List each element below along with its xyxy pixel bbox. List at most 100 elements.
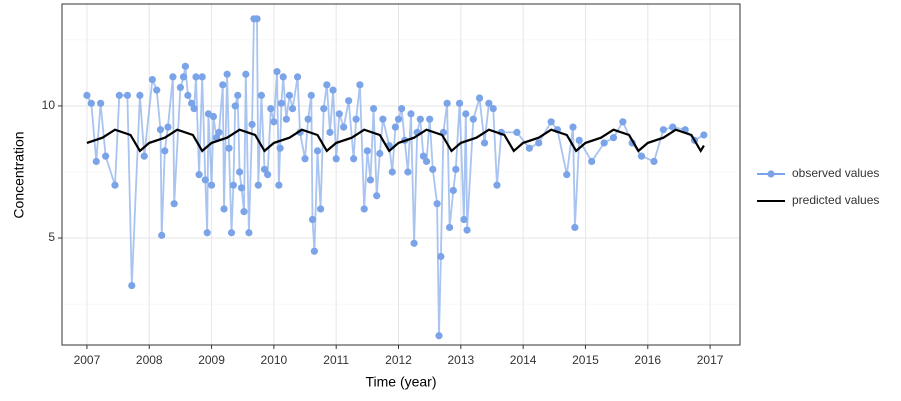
data-point (170, 200, 178, 208)
data-point (192, 73, 200, 81)
x-tick-label: 2014 (510, 353, 537, 367)
data-point (443, 99, 451, 107)
data-point (435, 332, 443, 340)
data-point (198, 73, 206, 81)
data-point (310, 247, 318, 255)
data-point (575, 136, 583, 144)
data-point (293, 73, 302, 81)
data-point (225, 144, 233, 152)
data-point (360, 205, 368, 213)
data-point (369, 104, 378, 113)
data-point (288, 104, 297, 113)
data-point (363, 147, 371, 155)
x-tick-label: 2011 (323, 353, 349, 367)
data-point (407, 110, 415, 118)
x-axis-title: Time (year) (365, 374, 436, 390)
data-point (209, 112, 218, 121)
data-point (273, 68, 281, 76)
data-point (637, 152, 646, 160)
data-point (379, 115, 387, 123)
data-point (253, 15, 261, 23)
data-point (366, 176, 375, 184)
data-point (469, 115, 477, 123)
data-point (416, 115, 424, 123)
y-tick-label: 10 (42, 98, 56, 112)
data-point (267, 104, 275, 113)
data-point (229, 181, 237, 189)
data-point (164, 123, 172, 131)
data-point (227, 229, 236, 237)
x-tick-label: 2009 (198, 353, 225, 367)
data-point (493, 181, 501, 189)
data-point (394, 115, 403, 123)
plot-border (61, 3, 741, 346)
data-point (248, 120, 256, 129)
data-point (220, 205, 228, 213)
data-point (460, 215, 468, 224)
data-point (161, 147, 169, 155)
data-point (140, 152, 148, 160)
x-tick-label: 2016 (634, 353, 661, 367)
data-point (485, 99, 493, 107)
data-point (148, 75, 156, 84)
data-point (111, 181, 119, 189)
data-point (207, 181, 216, 189)
data-point (329, 86, 337, 94)
data-point (669, 123, 677, 131)
predicted-line (86, 128, 705, 154)
data-point (136, 91, 144, 99)
data-point (307, 91, 315, 99)
data-point (158, 231, 166, 239)
data-point (223, 70, 231, 78)
data-point (215, 128, 223, 136)
data-point (231, 102, 239, 110)
data-point (659, 126, 667, 134)
legend-label: observed values (792, 166, 879, 180)
data-point (234, 91, 242, 99)
data-point (156, 126, 165, 134)
data-point (446, 223, 454, 232)
data-point (245, 229, 253, 237)
x-tick-label: 2010 (261, 353, 288, 367)
data-point (535, 139, 543, 147)
data-point (419, 152, 428, 160)
data-point (97, 99, 105, 107)
data-point (92, 157, 100, 166)
data-point (525, 144, 533, 152)
data-point (270, 118, 278, 126)
data-point (323, 81, 331, 89)
data-point (219, 81, 227, 89)
data-point (345, 97, 353, 105)
data-point (184, 91, 192, 99)
data-point (563, 171, 571, 179)
data-point (462, 110, 470, 118)
data-point (275, 181, 283, 189)
y-tick-label: 5 (48, 230, 55, 244)
data-point (398, 104, 406, 113)
data-point (279, 73, 287, 81)
data-point (317, 205, 325, 213)
data-point (254, 181, 262, 189)
x-tick-label: 2017 (697, 353, 724, 367)
data-point (195, 171, 203, 179)
data-point (277, 99, 285, 107)
x-tick-label: 2012 (385, 353, 412, 367)
x-tick-label: 2015 (572, 353, 599, 367)
data-point (301, 155, 309, 163)
data-point (176, 83, 185, 92)
data-point (352, 115, 360, 123)
data-point (282, 115, 290, 123)
data-point (388, 168, 396, 176)
data-point (83, 91, 91, 99)
data-point (260, 165, 269, 173)
data-point (569, 123, 577, 131)
data-point (181, 62, 189, 70)
data-point (547, 118, 555, 126)
data-point (700, 131, 708, 139)
data-point (169, 73, 177, 81)
data-point (123, 91, 132, 99)
data-point (455, 99, 464, 107)
data-point (356, 81, 364, 89)
data-point (404, 168, 412, 176)
